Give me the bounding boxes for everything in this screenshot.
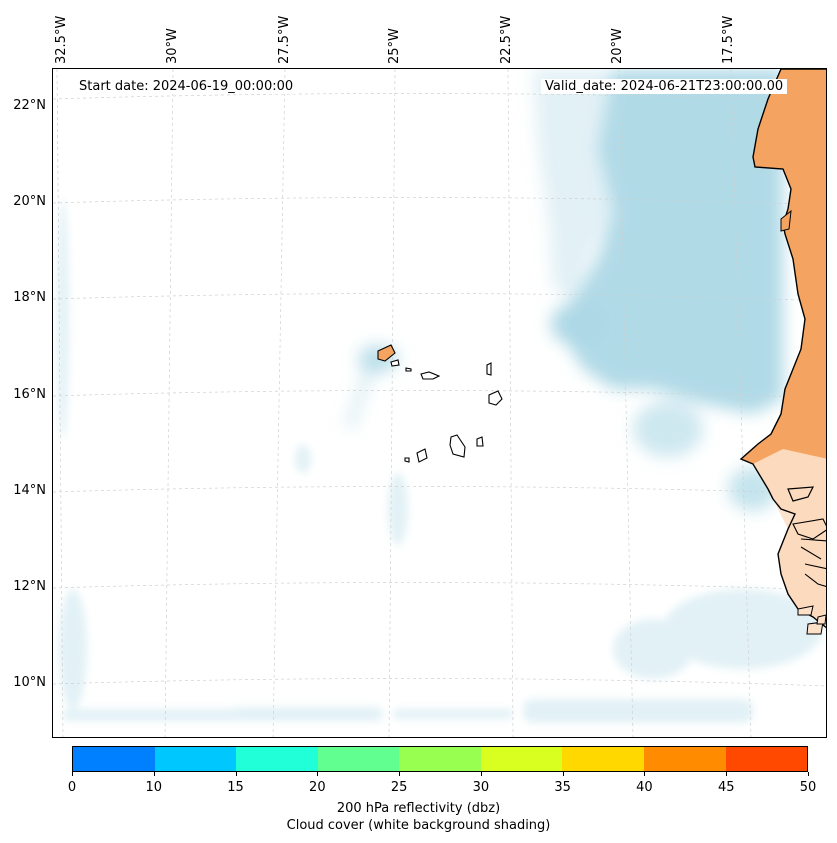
- colorbar-segment-4: [399, 747, 481, 771]
- colorbar-tick-label: 25: [390, 780, 408, 795]
- lat-label-16n: 16°N: [13, 387, 46, 402]
- lon-label-25w: 25°W: [387, 28, 402, 64]
- lon-label-17.5w: 17.5°W: [721, 15, 736, 64]
- colorbar-tick-mark: [153, 772, 155, 776]
- colorbar-tick-mark: [235, 772, 237, 776]
- map-gridlines: [53, 69, 826, 737]
- fogo-island: [416, 448, 428, 463]
- lat-label-12n: 12°N: [13, 579, 46, 594]
- colorbar-tick-label: 10: [145, 780, 163, 795]
- cloud-cover-main: [345, 69, 783, 511]
- lon-label-32.5w: 32.5°W: [54, 15, 69, 64]
- brava-island: [404, 457, 410, 463]
- colorbar-tick-label: 30: [472, 780, 490, 795]
- start-date-annotation: Start date: 2024-06-19_00:00:00: [75, 79, 298, 94]
- cloud-cover-faint: [57, 199, 823, 723]
- cabo-verde-islands: [377, 344, 503, 463]
- sao-vicente-island: [390, 359, 400, 367]
- reflectivity-colorbar: [72, 746, 808, 772]
- lat-label-14n: 14°N: [13, 483, 46, 498]
- santiago-island: [449, 434, 466, 458]
- santa-luzia-island: [405, 367, 412, 372]
- sao-nicolau-island: [420, 371, 441, 380]
- map-canvas: [53, 69, 826, 737]
- colorbar-tick-label: 15: [227, 780, 244, 795]
- colorbar-subtitle: Cloud cover (white background shading): [286, 818, 551, 833]
- colorbar-title: 200 hPa reflectivity (dbz): [336, 801, 501, 816]
- colorbar-segment-1: [154, 747, 237, 771]
- colorbar-segment-2: [236, 747, 318, 771]
- colorbar-segment-0: [73, 747, 155, 771]
- lon-label-20w: 20°W: [610, 28, 625, 64]
- bijagos-islands: [797, 605, 826, 635]
- santo-antao-island: [377, 344, 396, 362]
- colorbar-tick-label: 45: [717, 780, 735, 795]
- map-panel[interactable]: Start date: 2024-06-19_00:00:00 Valid_da…: [52, 68, 827, 738]
- colorbar-tick-mark: [644, 772, 646, 776]
- lat-label-18n: 18°N: [13, 290, 46, 305]
- lat-label-20n: 20°N: [13, 194, 46, 209]
- colorbar-tick-mark: [72, 772, 73, 776]
- colorbar-tick-mark: [808, 772, 809, 776]
- boa-vista-island: [488, 390, 503, 406]
- colorbar-tick-label: 0: [67, 780, 77, 795]
- lon-label-22.5w: 22.5°W: [499, 15, 514, 64]
- colorbar-tick-mark: [562, 772, 564, 776]
- lon-label-27.5w: 27.5°W: [277, 15, 292, 64]
- colorbar-tick-label: 20: [309, 780, 326, 795]
- colorbar-tick-label: 40: [636, 780, 653, 795]
- colorbar-tick-label: 35: [554, 780, 571, 795]
- colorbar-segment-5: [480, 747, 563, 771]
- africa-landmass: [739, 69, 826, 629]
- colorbar-tick-mark: [317, 772, 319, 776]
- lat-label-10n: 10°N: [13, 675, 46, 690]
- colorbar-tick-mark: [399, 772, 401, 776]
- valid-date-annotation: Valid_date: 2024-06-21T23:00:00.00: [541, 79, 788, 94]
- colorbar-segment-8: [725, 747, 808, 771]
- colorbar-segment-6: [562, 747, 644, 771]
- colorbar-tick-mark: [480, 772, 482, 776]
- lon-label-30w: 30°W: [165, 28, 180, 64]
- colorbar-tick-label: 50: [799, 780, 817, 795]
- colorbar-segment-7: [643, 747, 726, 771]
- lat-label-22n: 22°N: [13, 98, 46, 113]
- colorbar-tick-mark: [726, 772, 728, 776]
- sal-island: [486, 362, 492, 376]
- colorbar-segment-3: [317, 747, 400, 771]
- maio-island: [476, 436, 484, 447]
